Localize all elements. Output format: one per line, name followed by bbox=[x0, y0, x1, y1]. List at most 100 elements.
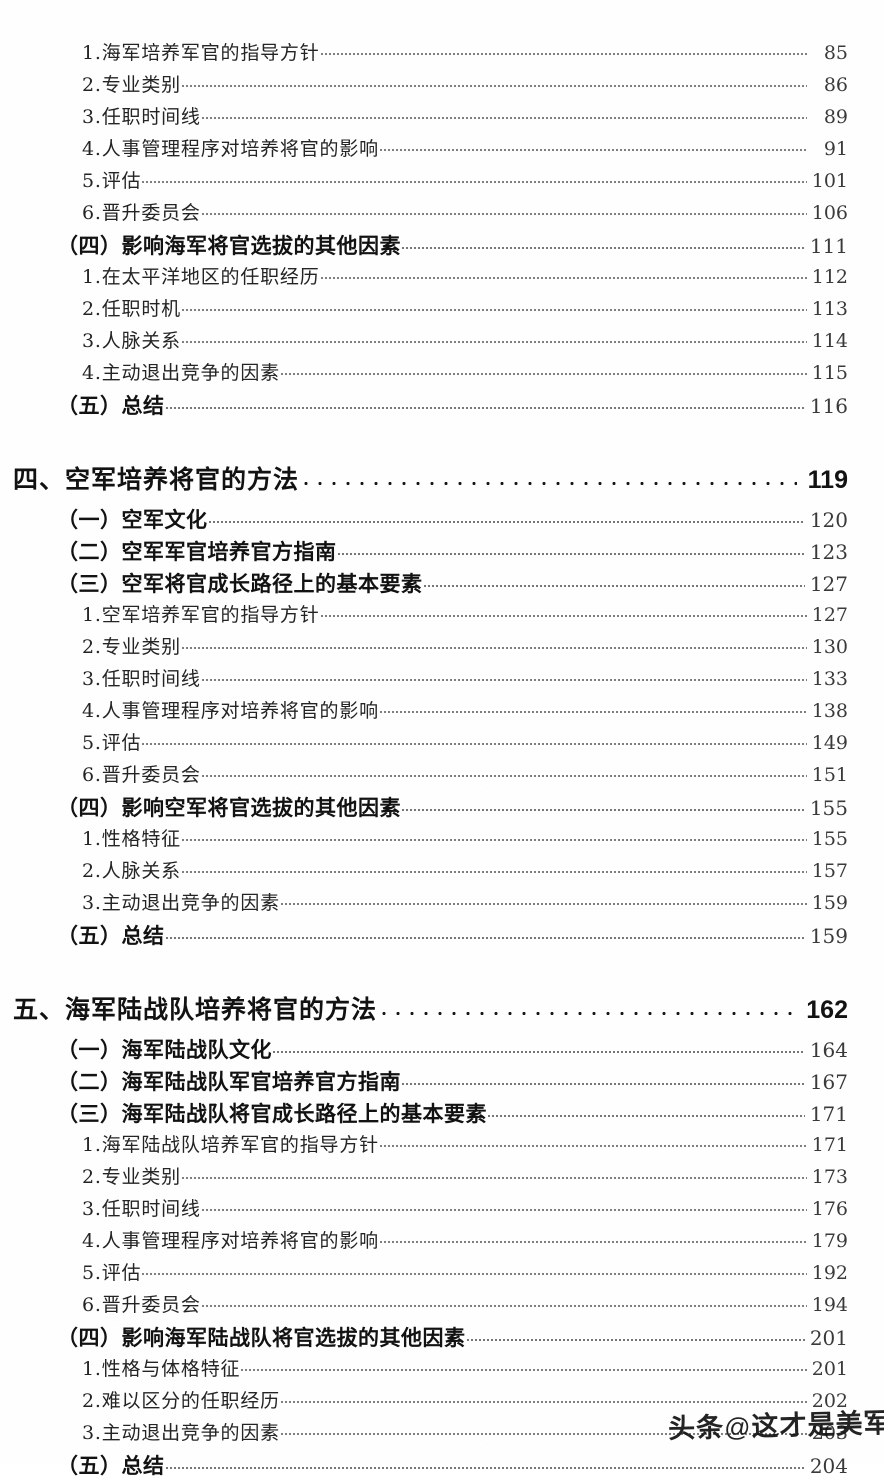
dot-leader bbox=[180, 1164, 807, 1183]
toc-entry[interactable]: 2.专业类别 130 bbox=[0, 632, 884, 664]
dot-leader bbox=[180, 858, 807, 877]
toc-entry[interactable]: 3.人脉关系 114 bbox=[0, 326, 884, 358]
toc-entry-page-number: 204 bbox=[809, 1454, 848, 1478]
toc-entry[interactable]: 5.评估 101 bbox=[0, 166, 884, 198]
toc-entry-title: 2.专业类别 bbox=[82, 74, 181, 96]
toc-entry-page-number: 112 bbox=[811, 266, 848, 288]
toc-entry-title: （五）总结 bbox=[57, 1455, 165, 1478]
toc-entry-title: 4.人事管理程序对培养将官的影响 bbox=[82, 700, 379, 722]
toc-entry-page-number: 123 bbox=[809, 540, 848, 564]
toc-entry[interactable]: 5.评估 192 bbox=[0, 1258, 884, 1290]
toc-entry-page-number: 164 bbox=[809, 1038, 848, 1062]
toc-entry[interactable]: （一）海军陆战队文化 164 bbox=[0, 1034, 884, 1066]
toc-entry[interactable]: 5.评估 149 bbox=[0, 728, 884, 760]
dot-leader bbox=[378, 1132, 807, 1151]
toc-entry-page-number: 133 bbox=[811, 668, 848, 690]
dot-leader bbox=[200, 1292, 807, 1311]
toc-entry-page-number: 91 bbox=[823, 138, 848, 160]
toc-entry-title: 1.海军培养军官的指导方针 bbox=[82, 42, 320, 64]
toc-entry-page-number: 113 bbox=[811, 298, 848, 320]
toc-entry-title: （四）影响海军陆战队将官选拔的其他因素 bbox=[57, 1327, 466, 1350]
dot-leader bbox=[319, 264, 807, 283]
dot-leader bbox=[378, 136, 807, 155]
toc-entry[interactable]: 6.晋升委员会 151 bbox=[0, 760, 884, 792]
toc-entry-title: 2.专业类别 bbox=[82, 636, 181, 658]
toc-entry[interactable]: （五）总结 116 bbox=[0, 390, 884, 422]
dot-leader bbox=[319, 40, 807, 59]
toc-entry[interactable]: （一）空军文化 120 bbox=[0, 504, 884, 536]
toc-entry-title: 1.性格与体格特征 bbox=[82, 1358, 241, 1380]
toc-entry-page-number: 151 bbox=[811, 764, 848, 786]
toc-entry[interactable]: 2.难以区分的任职经历 202 bbox=[0, 1386, 884, 1418]
toc-entry[interactable]: 1.空军培养军官的指导方针 127 bbox=[0, 600, 884, 632]
dot-leader bbox=[200, 762, 807, 781]
toc-entry-page-number: 201 bbox=[811, 1358, 848, 1380]
toc-entry-page-number: 149 bbox=[811, 732, 848, 754]
toc-entry[interactable]: 3.任职时间线 176 bbox=[0, 1194, 884, 1226]
toc-entry-page-number: 101 bbox=[811, 170, 848, 192]
toc-entry[interactable]: 五、海军陆战队培养将官的方法 162 bbox=[0, 990, 884, 1034]
toc-entry[interactable]: 3.任职时间线 133 bbox=[0, 664, 884, 696]
toc-entry[interactable]: （四）影响空军将官选拔的其他因素 155 bbox=[0, 792, 884, 824]
toc-entry[interactable]: （四）影响海军将官选拔的其他因素 111 bbox=[0, 230, 884, 262]
toc-entry[interactable]: 1.在太平洋地区的任职经历 112 bbox=[0, 262, 884, 294]
toc-entry[interactable]: 3.任职时间线 89 bbox=[0, 102, 884, 134]
section-spacer bbox=[0, 422, 884, 460]
dot-leader bbox=[164, 922, 806, 943]
toc-entry-page-number: 155 bbox=[811, 828, 848, 850]
toc-entry-page-number: 159 bbox=[809, 924, 848, 948]
toc-entry-title: 4.人事管理程序对培养将官的影响 bbox=[82, 138, 379, 160]
toc-entry-page-number: 157 bbox=[811, 860, 848, 882]
watermark-at: @ bbox=[723, 1411, 752, 1443]
toc-entry-title: 1.空军培养军官的指导方针 bbox=[82, 604, 320, 626]
watermark-platform: 头条 bbox=[667, 1412, 725, 1444]
toc-entry-title: 4.人事管理程序对培养将官的影响 bbox=[82, 1230, 379, 1252]
table-of-contents-list: 1.海军培养军官的指导方针 85 2.专业类别 86 3.任职时间线 89 4.人事管理程序… bbox=[0, 38, 884, 1482]
toc-entry-page-number: 194 bbox=[811, 1294, 848, 1316]
toc-entry[interactable]: 1.海军培养军官的指导方针 85 bbox=[0, 38, 884, 70]
dot-leader bbox=[180, 72, 807, 91]
dot-leader bbox=[141, 168, 807, 187]
dot-leader bbox=[141, 730, 807, 749]
toc-entry[interactable]: （五）总结 159 bbox=[0, 920, 884, 952]
toc-entry[interactable]: 3.主动退出竞争的因素 203 bbox=[0, 1418, 884, 1450]
toc-entry[interactable]: 2.专业类别 86 bbox=[0, 70, 884, 102]
toc-entry[interactable]: （二）海军陆战队军官培养官方指南 167 bbox=[0, 1066, 884, 1098]
toc-entry[interactable]: （二）空军军官培养官方指南 123 bbox=[0, 536, 884, 568]
dot-leader bbox=[200, 200, 807, 219]
toc-entry-title: 3.主动退出竞争的因素 bbox=[82, 1422, 280, 1444]
toc-entry[interactable]: （三）海军陆战队将官成长路径上的基本要素 171 bbox=[0, 1098, 884, 1130]
toc-entry-page-number: 162 bbox=[806, 996, 848, 1024]
dot-leader bbox=[336, 538, 806, 559]
toc-entry-page-number: 202 bbox=[811, 1390, 848, 1412]
toc-entry[interactable]: 6.晋升委员会 194 bbox=[0, 1290, 884, 1322]
toc-entry[interactable]: （四）影响海军陆战队将官选拔的其他因素 201 bbox=[0, 1322, 884, 1354]
toc-entry[interactable]: 四、空军培养将官的方法 119 bbox=[0, 460, 884, 504]
toc-entry[interactable]: （三）空军将官成长路径上的基本要素 127 bbox=[0, 568, 884, 600]
toc-entry-page-number: 127 bbox=[809, 572, 848, 596]
toc-entry[interactable]: 4.人事管理程序对培养将官的影响 91 bbox=[0, 134, 884, 166]
toc-entry-page-number: 192 bbox=[811, 1262, 848, 1284]
toc-entry-title: 1.在太平洋地区的任职经历 bbox=[82, 266, 320, 288]
toc-entry[interactable]: 2.人脉关系 157 bbox=[0, 856, 884, 888]
toc-entry[interactable]: 6.晋升委员会 106 bbox=[0, 198, 884, 230]
dot-leader bbox=[401, 232, 805, 253]
toc-entry[interactable]: （五）总结 204 bbox=[0, 1450, 884, 1482]
toc-entry-title: 4.主动退出竞争的因素 bbox=[82, 362, 280, 384]
toc-entry[interactable]: 1.性格特征 155 bbox=[0, 824, 884, 856]
watermark: 头条@这才是美军 bbox=[668, 1401, 884, 1446]
toc-entry[interactable]: 1.性格与体格特征 201 bbox=[0, 1354, 884, 1386]
dot-leader bbox=[240, 1356, 807, 1375]
toc-entry[interactable]: 3.主动退出竞争的因素 159 bbox=[0, 888, 884, 920]
toc-entry[interactable]: 1.海军陆战队培养军官的指导方针 171 bbox=[0, 1130, 884, 1162]
toc-entry[interactable]: 4.人事管理程序对培养将官的影响 138 bbox=[0, 696, 884, 728]
dot-leader bbox=[180, 634, 807, 653]
toc-entry[interactable]: 4.主动退出竞争的因素 115 bbox=[0, 358, 884, 390]
toc-entry[interactable]: 2.任职时机 113 bbox=[0, 294, 884, 326]
dot-leader bbox=[401, 1068, 805, 1089]
toc-entry-title: （二）海军陆战队军官培养官方指南 bbox=[57, 1071, 401, 1094]
toc-entry[interactable]: 2.专业类别 173 bbox=[0, 1162, 884, 1194]
toc-entry-page-number: 173 bbox=[811, 1166, 848, 1188]
toc-entry[interactable]: 4.人事管理程序对培养将官的影响 179 bbox=[0, 1226, 884, 1258]
toc-entry-title: （三）海军陆战队将官成长路径上的基本要素 bbox=[57, 1103, 487, 1126]
